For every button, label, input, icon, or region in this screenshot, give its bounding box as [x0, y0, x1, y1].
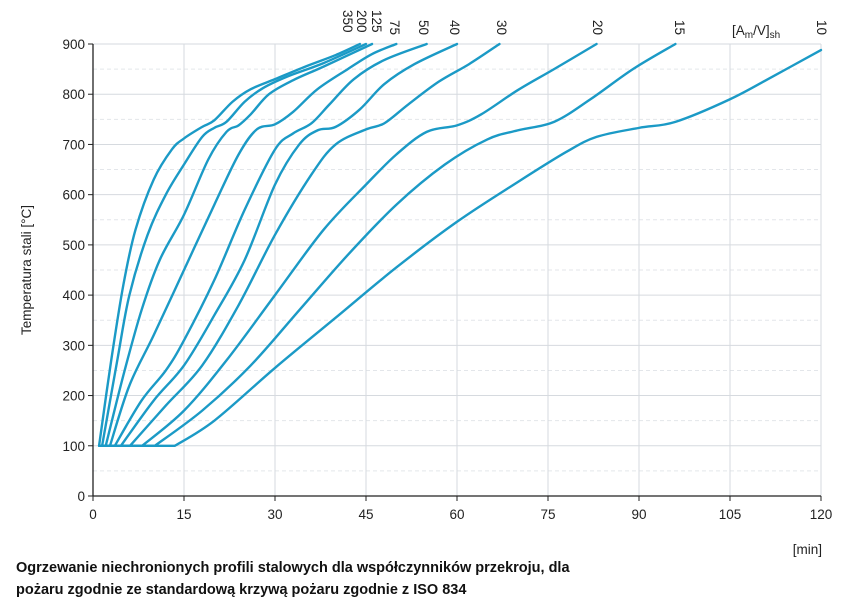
series-label-350: 350 — [340, 10, 355, 33]
y-tick-label: 0 — [77, 489, 85, 504]
x-tick-label: 30 — [267, 507, 282, 522]
series-line-125 — [104, 42, 374, 447]
series-label-10: 10 — [814, 20, 829, 35]
series-label-125: 125 — [369, 10, 384, 33]
series-label-20: 20 — [590, 20, 605, 35]
chart-caption: Ogrzewanie niechronionych profili stalow… — [16, 557, 570, 601]
x-tick-label: 60 — [449, 507, 464, 522]
series-label-30: 30 — [494, 20, 509, 35]
x-axis-label: [min] — [793, 542, 822, 557]
series-line-50 — [113, 42, 428, 447]
series-line-20 — [140, 42, 598, 447]
series-label-40: 40 — [447, 20, 462, 35]
series-line-10 — [173, 48, 823, 447]
series-line-15 — [153, 42, 677, 447]
y-tick-label: 900 — [62, 37, 85, 52]
y-tick-label: 800 — [62, 87, 85, 102]
y-tick-label: 200 — [62, 389, 85, 404]
y-tick-label: 600 — [62, 188, 85, 203]
y-tick-label: 300 — [62, 338, 85, 353]
y-tick-label: 500 — [62, 238, 85, 253]
series-line-40 — [119, 42, 459, 447]
series-label-75: 75 — [387, 20, 402, 35]
y-tick-label: 400 — [62, 288, 85, 303]
x-tick-label: 90 — [631, 507, 646, 522]
x-tick-label: 15 — [176, 507, 191, 522]
series-labels: 350 200 125 75 50 40 30 20 15 10 — [340, 10, 829, 35]
grid — [93, 43, 822, 496]
series-line-30 — [128, 42, 501, 447]
series-line-200 — [100, 42, 368, 447]
x-tick-label: 105 — [719, 507, 742, 522]
series-lines — [97, 42, 823, 447]
y-axis-label: Temperatura stali [°C] — [19, 205, 34, 335]
caption-line: Ogrzewanie niechronionych profili stalow… — [16, 560, 570, 576]
series-label-50: 50 — [416, 20, 431, 35]
x-tick-label: 120 — [810, 507, 833, 522]
legend-title: [Am/V]sh — [732, 23, 780, 41]
y-tick-label: 100 — [62, 439, 85, 454]
x-tick-label: 45 — [358, 507, 373, 522]
series-label-15: 15 — [672, 20, 687, 35]
series-line-75 — [108, 42, 398, 447]
axes: 0 100 200 300 400 500 600 700 800 900 0 15 30 45 60 75 9… — [62, 37, 832, 522]
series-line-350 — [97, 42, 362, 447]
y-tick-label: 700 — [62, 137, 85, 152]
x-tick-label: 0 — [89, 507, 97, 522]
caption-line: pożaru zgodnie ze standardową krzywą poż… — [16, 582, 467, 598]
series-label-200: 200 — [354, 10, 369, 33]
x-tick-label: 75 — [540, 507, 555, 522]
